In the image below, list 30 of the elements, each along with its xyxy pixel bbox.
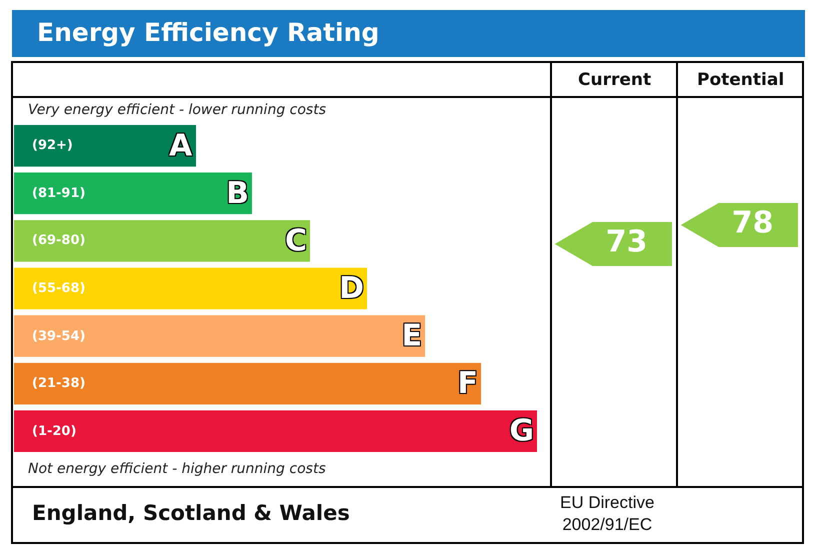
bar (14, 362, 482, 404)
text: England, Scotland & Wales (32, 501, 350, 525)
annotation: (92+) (32, 138, 73, 153)
category-label: Potential (697, 70, 784, 90)
text: Very energy efficient - lower running costs (28, 102, 326, 118)
bar (14, 315, 426, 357)
y-tick-label: C (284, 223, 308, 258)
annotation: (81-91) (32, 186, 86, 201)
annotation: (1-20) (32, 424, 76, 439)
bar (14, 220, 310, 262)
y-tick-label: B (226, 176, 249, 211)
annotation: (21-38) (32, 376, 86, 391)
data-label: 73 (606, 224, 648, 260)
y-tick-label: F (458, 366, 478, 402)
y-tick-label: D (339, 271, 364, 306)
annotation: (69-80) (32, 233, 86, 248)
bar (14, 172, 252, 214)
text: EU Directive 2002/91/EC (560, 493, 654, 534)
y-tick-label: E (402, 318, 422, 354)
text: Not energy efficient - higher running costs (28, 461, 326, 477)
bar (14, 124, 196, 167)
bar (14, 410, 537, 452)
annotation: (39-54) (32, 329, 86, 344)
y-tick-label: A (169, 128, 193, 164)
data-label: 78 (732, 205, 774, 240)
annotation: (55-68) (32, 281, 86, 296)
category-label: Current (578, 70, 652, 90)
chart-title: Energy Efficiency Rating (37, 18, 380, 47)
bar (14, 268, 368, 310)
y-tick-label: G (509, 414, 534, 449)
